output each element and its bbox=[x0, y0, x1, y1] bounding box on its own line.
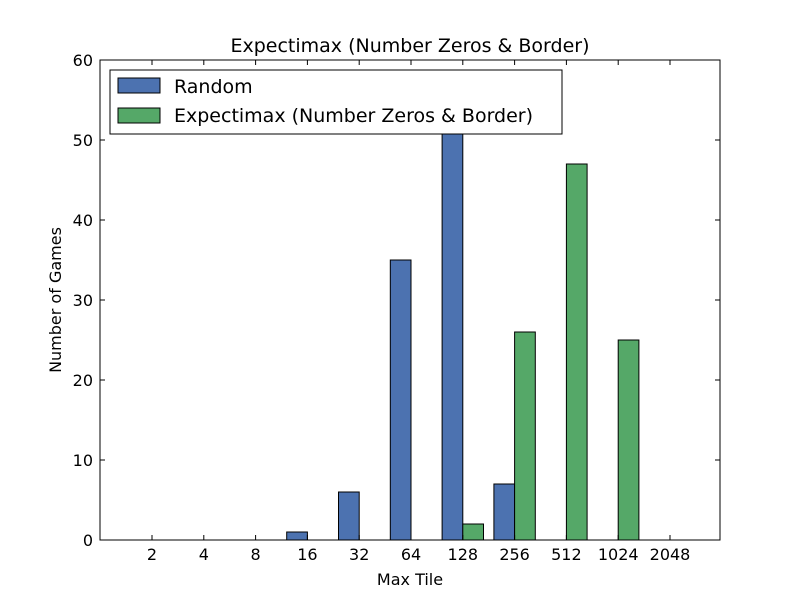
x-tick-label-2: 2 bbox=[147, 545, 157, 564]
bar-expectimax-512 bbox=[565, 163, 588, 541]
bar-random-32 bbox=[338, 491, 360, 541]
bar-random-128 bbox=[441, 131, 464, 541]
x-tick-label-2048: 2048 bbox=[650, 545, 691, 564]
y-tick-label-10: 10 bbox=[73, 451, 93, 470]
bar-expectimax-256 bbox=[514, 331, 536, 541]
x-tick-label-8: 8 bbox=[251, 545, 261, 564]
y-axis-label: Number of Games bbox=[46, 227, 65, 373]
y-tick-label-40: 40 bbox=[73, 211, 93, 230]
y-tick-label-30: 30 bbox=[73, 291, 93, 310]
legend-frame bbox=[109, 69, 563, 135]
ticks-group: 2 4 8 16 32 64 128 256 512 1024 2048 0 10 20 30 40 50 60 bbox=[73, 51, 720, 564]
plot-frame bbox=[99, 59, 721, 541]
bar-random-256 bbox=[493, 483, 516, 541]
bar-expectimax-128 bbox=[462, 523, 484, 541]
bar-random-64 bbox=[389, 259, 412, 541]
legend-label-expectimax: Expectimax (Number Zeros & Border) bbox=[174, 105, 533, 127]
bars-group bbox=[286, 131, 640, 541]
x-tick-label-256: 256 bbox=[499, 545, 530, 564]
y-tick-label-60: 60 bbox=[73, 51, 93, 70]
x-tick-label-4: 4 bbox=[199, 545, 209, 564]
bar-expectimax-1024 bbox=[617, 339, 640, 541]
legend: Random Expectimax (Number Zeros & Border… bbox=[109, 69, 563, 135]
x-tick-label-1024: 1024 bbox=[598, 545, 639, 564]
x-tick-label-64: 64 bbox=[401, 545, 421, 564]
legend-label-random: Random bbox=[174, 76, 253, 98]
y-tick-label-20: 20 bbox=[73, 371, 93, 390]
bar-random-16 bbox=[286, 531, 308, 541]
x-tick-label-128: 128 bbox=[448, 545, 479, 564]
y-tick-label-50: 50 bbox=[73, 131, 93, 150]
chart-title: Expectimax (Number Zeros & Border) bbox=[230, 35, 589, 57]
x-tick-label-16: 16 bbox=[297, 545, 317, 564]
legend-swatch-expectimax bbox=[117, 107, 161, 124]
x-axis-label: Max Tile bbox=[377, 570, 443, 589]
x-tick-label-32: 32 bbox=[349, 545, 369, 564]
y-tick-label-0: 0 bbox=[83, 531, 93, 550]
legend-swatch-random bbox=[117, 77, 161, 94]
x-tick-label-512: 512 bbox=[551, 545, 582, 564]
